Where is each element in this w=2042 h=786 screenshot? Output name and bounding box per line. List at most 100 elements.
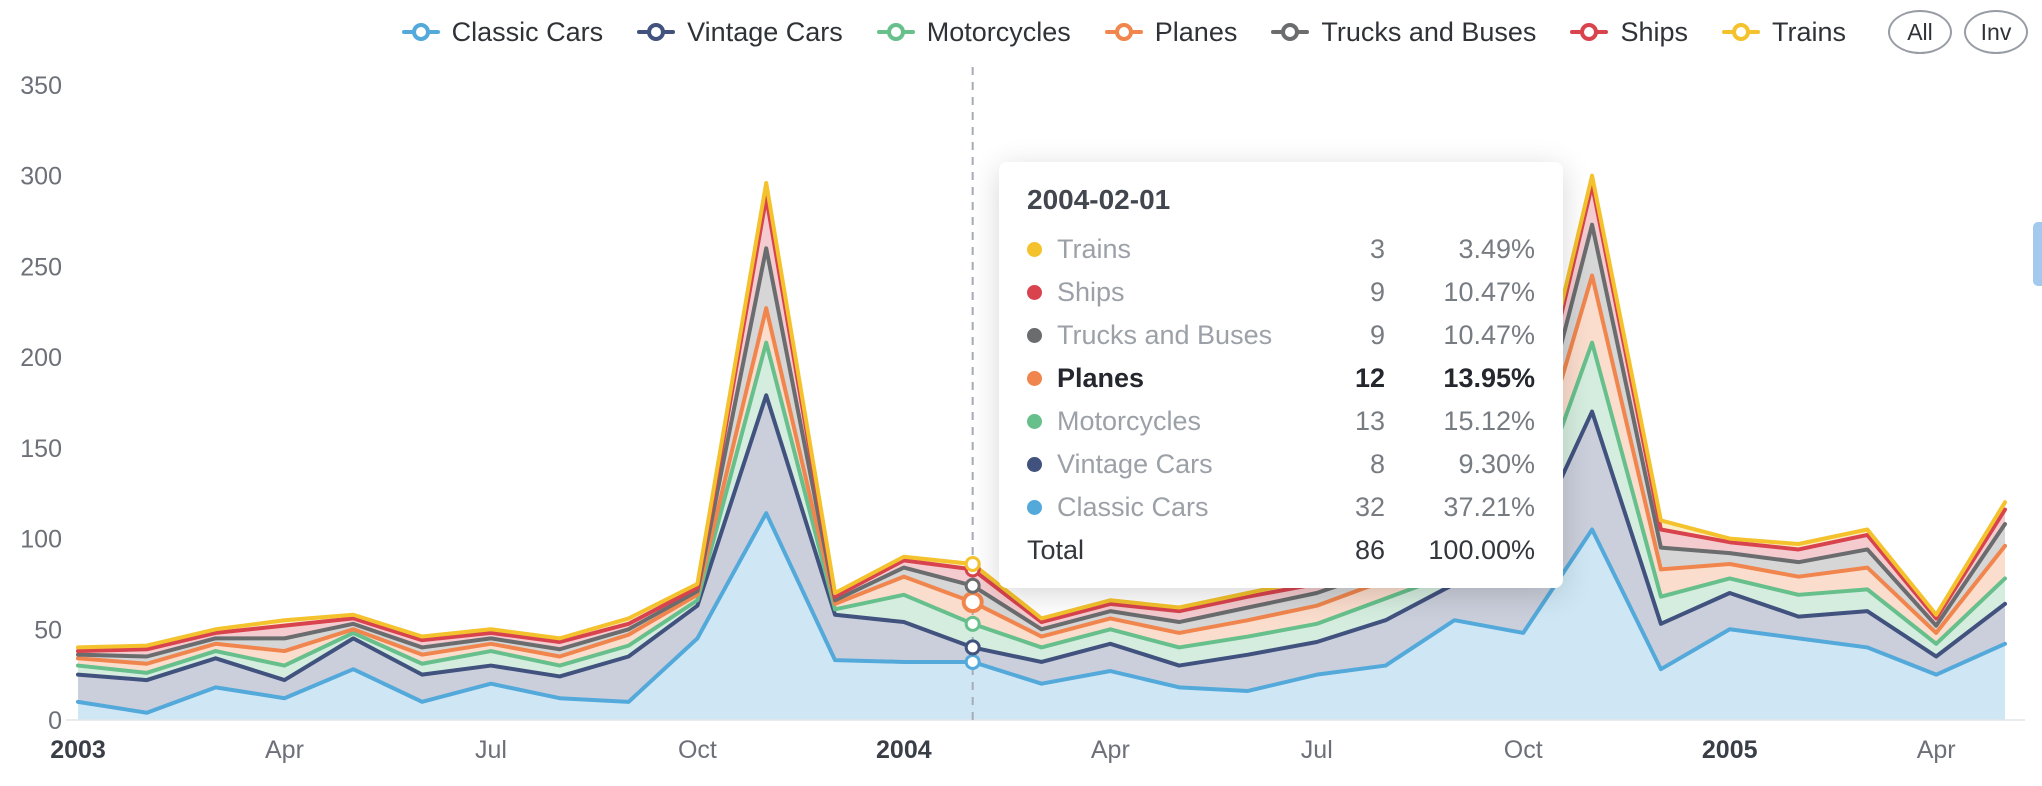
- x-tick-label: 2005: [1702, 736, 1758, 764]
- legend-label: Ships: [1620, 16, 1688, 47]
- x-tick-label: Oct: [678, 736, 717, 764]
- line-motorcycles[interactable]: [76, 340, 2007, 675]
- legend-toggle-buttons: All Inv: [1888, 10, 2028, 54]
- tooltip-series-percent: 37.21%: [1443, 492, 1535, 522]
- x-tick-label: Jul: [475, 736, 507, 764]
- line-ships[interactable]: [76, 182, 2007, 654]
- area-vintage-cars: [78, 395, 2005, 713]
- series-dot-icon: [1027, 457, 1042, 472]
- series-dot-icon: [1027, 328, 1042, 343]
- y-tick-label: 350: [20, 72, 62, 100]
- x-tick-label: Jul: [1301, 736, 1333, 764]
- line-circle-icon: [1570, 23, 1609, 41]
- legend-label: Vintage Cars: [687, 16, 843, 47]
- y-tick-label: 150: [20, 435, 62, 463]
- marker-planes: [961, 591, 984, 614]
- legend: Classic Cars Vintage Cars Motorcycles Plane…: [401, 10, 2028, 54]
- tooltip-row-motorcycles: Motorcycles 13 15.12%: [1027, 400, 1535, 443]
- legend-item-classic-cars[interactable]: Classic Cars: [401, 16, 604, 48]
- x-tick-label: 2003: [50, 736, 106, 764]
- tooltip-series-value: 8: [1369, 449, 1385, 479]
- tooltip-series-value: 12: [1354, 363, 1385, 393]
- line-circle-icon: [1271, 23, 1310, 41]
- legend-item-vintage-cars[interactable]: Vintage Cars: [637, 17, 843, 48]
- scrollbar-thumb[interactable]: [2033, 222, 2042, 286]
- legend-label: Trucks and Buses: [1321, 16, 1537, 47]
- tooltip-total-row: Total 86 100.00%: [1027, 529, 1535, 572]
- tooltip-row-ships: Ships 9 10.47%: [1027, 271, 1535, 314]
- tooltip-total-percent: 100.00%: [1428, 535, 1535, 565]
- line-vintage-cars[interactable]: [76, 393, 2007, 683]
- marker-trains: [964, 555, 981, 572]
- legend-item-ships[interactable]: Ships: [1570, 17, 1688, 48]
- line-circle-icon: [1721, 23, 1760, 41]
- tooltip-series-name: Trucks and Buses: [1057, 320, 1273, 350]
- area-classic-cars: [78, 513, 2005, 720]
- line-trains[interactable]: [76, 173, 2007, 650]
- legend-label: Trains: [1771, 16, 1846, 47]
- x-tick-label: Apr: [1091, 736, 1130, 764]
- line-circle-icon: [401, 23, 440, 41]
- tooltip-series-value: 9: [1369, 320, 1385, 350]
- line-circle-icon: [637, 23, 676, 41]
- axes: 0 50 100 150 200 250 300 350 2003 Apr Jul Oct 2004 Ap…: [20, 72, 2025, 764]
- marker-classic-cars: [964, 653, 981, 670]
- legend-item-trains[interactable]: Trains: [1721, 16, 1846, 48]
- series-dot-icon: [1027, 414, 1042, 429]
- marker-trucks-and-buses: [964, 577, 981, 594]
- legend-button-inv[interactable]: Inv: [1964, 10, 2028, 54]
- tooltip-row-trucks-and-buses: Trucks and Buses 9 10.47%: [1027, 314, 1535, 357]
- tooltip-series-percent: 10.47%: [1443, 320, 1535, 350]
- x-tick-label: Apr: [1917, 736, 1956, 764]
- series-dot-icon: [1027, 500, 1042, 515]
- tooltip-series-name: Classic Cars: [1057, 492, 1209, 522]
- marker-motorcycles: [964, 615, 981, 632]
- tooltip-series-value: 13: [1354, 406, 1385, 436]
- tooltip-row-vintage-cars: Vintage Cars 8 9.30%: [1027, 443, 1535, 486]
- tooltip-series-name: Ships: [1057, 277, 1125, 307]
- crosshair-markers: [961, 67, 984, 720]
- series-dot-icon: [1027, 371, 1042, 386]
- legend-item-motorcycles[interactable]: Motorcycles: [876, 17, 1071, 48]
- line-trucks-and-buses[interactable]: [76, 222, 2007, 659]
- line-planes[interactable]: [76, 273, 2007, 666]
- tooltip-series-percent: 9.30%: [1458, 449, 1535, 479]
- tooltip-series-percent: 15.12%: [1443, 406, 1535, 436]
- y-tick-label: 0: [48, 707, 62, 735]
- y-tick-label: 250: [20, 253, 62, 281]
- legend-button-all[interactable]: All: [1888, 10, 1952, 54]
- x-tick-label: Oct: [1504, 736, 1543, 764]
- tooltip: 2004-02-01 Trains 3 3.49% Ships 9 10.47% Truck…: [999, 162, 1563, 588]
- legend-item-planes[interactable]: Planes: [1104, 16, 1238, 48]
- legend-item-trucks-and-buses[interactable]: Trucks and Buses: [1271, 17, 1536, 48]
- y-tick-label: 50: [34, 616, 62, 644]
- tooltip-series-value: 3: [1369, 234, 1385, 264]
- line-circle-icon: [1104, 23, 1143, 41]
- tooltip-row-trains: Trains 3 3.49%: [1027, 228, 1535, 271]
- area-bands: [78, 175, 2005, 720]
- line-circle-icon: [876, 23, 915, 41]
- legend-label: Classic Cars: [451, 16, 604, 47]
- tooltip-row-planes: Planes 12 13.95%: [1027, 357, 1535, 400]
- series-lines: [76, 173, 2007, 715]
- marker-vintage-cars: [964, 639, 981, 656]
- series-dot-icon: [1027, 285, 1042, 300]
- legend-label: Planes: [1154, 16, 1238, 47]
- tooltip-title: 2004-02-01: [1027, 184, 1171, 215]
- tooltip-total-label: Total: [1027, 535, 1085, 565]
- tooltip-series-value: 32: [1354, 492, 1385, 522]
- line-classic-cars[interactable]: [76, 511, 2007, 715]
- x-tick-label: Apr: [265, 736, 304, 764]
- tooltip-series-name: Vintage Cars: [1057, 449, 1213, 479]
- tooltip-series-value: 9: [1369, 277, 1385, 307]
- y-tick-label: 300: [20, 163, 62, 191]
- tooltip-series-percent: 13.95%: [1443, 363, 1535, 393]
- tooltip-total-value: 86: [1354, 535, 1385, 565]
- y-tick-label: 100: [20, 526, 62, 554]
- tooltip-series-percent: 10.47%: [1443, 277, 1535, 307]
- tooltip-series-name: Trains: [1057, 234, 1132, 264]
- tooltip-row-classic-cars: Classic Cars 32 37.21%: [1027, 486, 1535, 529]
- x-tick-label: 2004: [876, 736, 932, 764]
